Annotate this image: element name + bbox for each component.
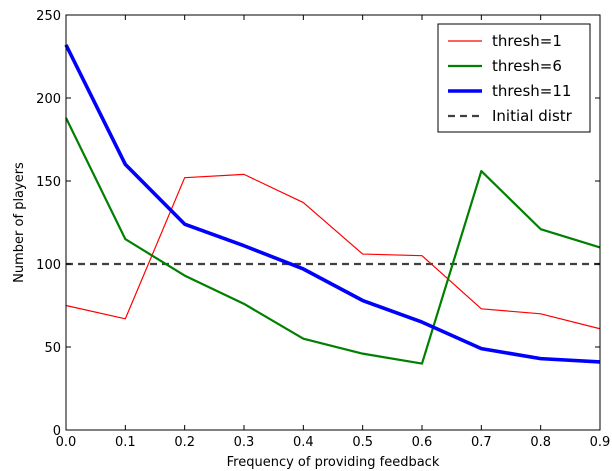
- y-tick-label: 200: [36, 92, 61, 107]
- y-tick-label: 0: [53, 424, 61, 439]
- plot-frame: [65, 14, 601, 431]
- x-tick-label: 0.0: [56, 435, 77, 450]
- y-tick-label: 150: [36, 175, 61, 190]
- x-tick-label: 0.4: [293, 435, 314, 450]
- x-tick-label: 0.9: [590, 435, 611, 450]
- x-tick-label: 0.1: [115, 435, 136, 450]
- x-axis-label: Frequency of providing feedback: [227, 455, 440, 470]
- legend-label-initial-distr: Initial distr: [492, 107, 573, 125]
- legend-label-thresh-11: thresh=11: [492, 82, 571, 100]
- y-axis-label: Number of players: [12, 162, 27, 283]
- x-tick-label: 0.6: [412, 435, 433, 450]
- series-line-thresh-11: [64, 44, 601, 364]
- series-layer: [64, 44, 601, 365]
- x-tick-label: 0.7: [471, 435, 492, 450]
- legend-box: [437, 23, 591, 133]
- x-tick-label: 0.8: [530, 435, 551, 450]
- series-line-thresh-1: [65, 173, 601, 330]
- y-tick-label: 100: [36, 258, 61, 273]
- y-tick-label: 50: [44, 341, 61, 356]
- ticks-layer: 0.0 0.1 0.2 0.3 0.4 0.5 0.6 0.7 0.8 0.9 0 50 100 150 2…: [36, 9, 610, 450]
- x-tick-label: 0.2: [174, 435, 195, 450]
- series-line-thresh-6: [65, 117, 601, 365]
- legend: thresh=1 thresh=6 thresh=11 Initial distr: [437, 23, 591, 133]
- x-tick-label: 0.5: [352, 435, 373, 450]
- legend-label-thresh-6: thresh=6: [492, 57, 562, 75]
- x-tick-label: 0.3: [234, 435, 255, 450]
- legend-label-thresh-1: thresh=1: [492, 32, 562, 50]
- y-tick-label: 250: [36, 9, 61, 24]
